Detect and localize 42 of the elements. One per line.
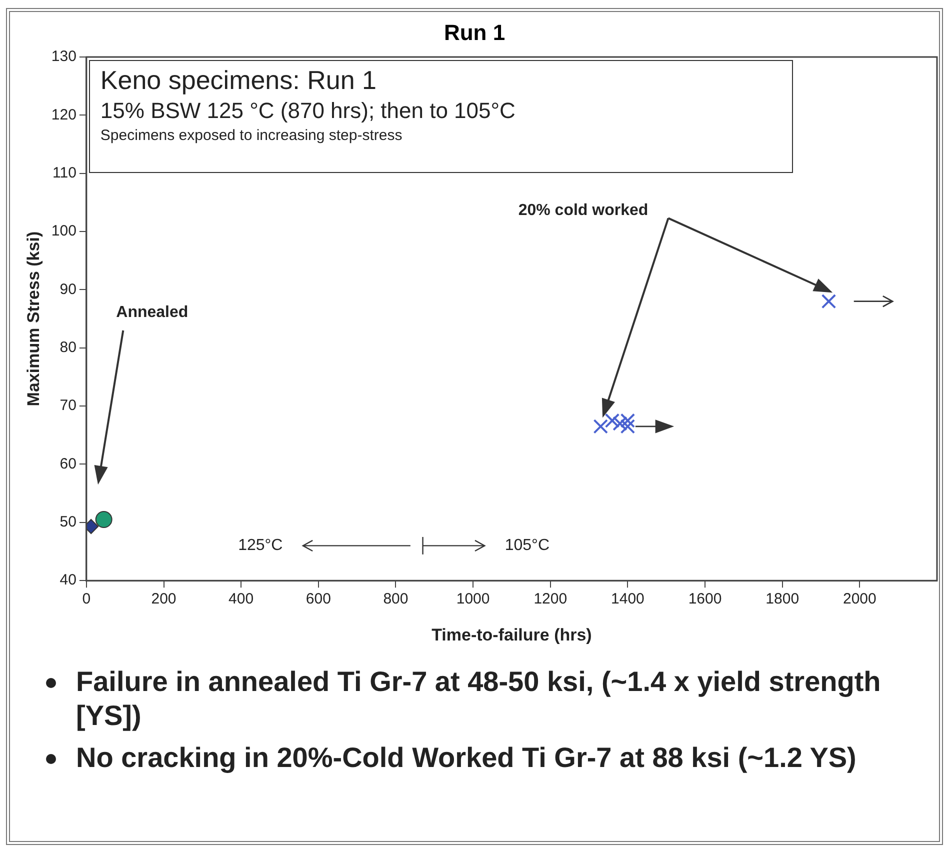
point [620, 419, 636, 434]
annotation: 125°C [238, 536, 283, 555]
chart-title: Run 1 [442, 20, 506, 46]
annotation: 20% cold worked [518, 202, 648, 220]
point [86, 518, 99, 534]
x-tick-label: 400 [228, 590, 254, 608]
y-tick-label: 90 [60, 280, 76, 298]
x-tick-label: 0 [82, 590, 91, 608]
x-tick-label: 600 [306, 590, 331, 608]
y-tick-label: 60 [60, 455, 76, 472]
x-tick-label: 800 [383, 590, 408, 608]
point [612, 416, 628, 431]
point [620, 413, 636, 428]
annotation: Annealed [116, 304, 188, 322]
x-axis-title: Time-to-failure (hrs) [432, 625, 592, 644]
annotation: Specimens exposed to increasing step-stress [100, 127, 404, 144]
point [821, 294, 836, 309]
x-tick-label: 2000 [842, 590, 876, 608]
y-tick-label: 120 [51, 106, 76, 124]
x-tick-label: 200 [151, 590, 176, 608]
annotation: Keno specimens: Run 1 [100, 65, 378, 96]
x-tick-label: 1400 [611, 590, 644, 608]
y-tick-label: 70 [60, 397, 76, 414]
text: No cracking in 20%-Cold Worked Ti Gr-7 at 88 ksi (~1.2 YS) [76, 742, 856, 773]
x-tick-label: 1600 [688, 590, 722, 608]
y-tick-label: 40 [60, 572, 76, 589]
annotation: 15% BSW 125 °C (870 hrs); then to 105°C [100, 98, 516, 124]
point [95, 511, 112, 528]
y-tick-label: 110 [52, 164, 76, 182]
x-tick-label: 1200 [534, 590, 568, 608]
y-axis-title: Maximum Stress (ksi) [24, 231, 43, 406]
y-tick-label: 50 [60, 514, 76, 531]
y-tick-label: 80 [60, 339, 76, 356]
annotation: 105°C [504, 536, 550, 555]
point [604, 413, 620, 428]
x-tick-label: 1000 [456, 590, 490, 608]
text: Failure in annealed Ti Gr-7 at 48-50 ksi, (~1.4 x yield strength [YS]) [76, 666, 881, 731]
y-tick-label: 130 [51, 48, 76, 66]
note-box: Keno specimens: Run 1 15% BSW 125 °C (870 hrs); then to 105°C Specimens exposed to increasing step-stress [89, 60, 794, 174]
x-tick-label: 1800 [766, 590, 800, 608]
y-tick-label: 100 [51, 222, 76, 240]
point [593, 419, 608, 434]
